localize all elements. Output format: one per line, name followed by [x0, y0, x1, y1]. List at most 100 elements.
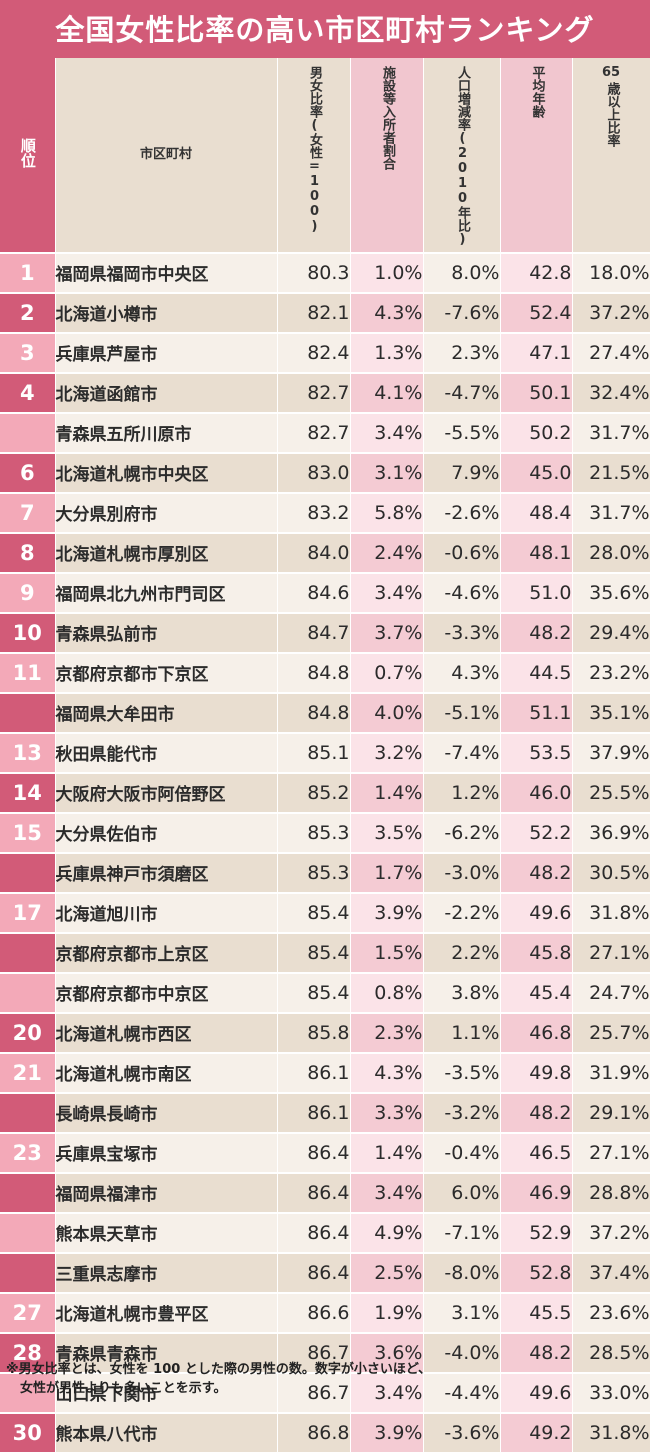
cell-rank — [0, 852, 56, 894]
page-title: 全国女性比率の高い市区町村ランキング — [0, 0, 650, 58]
cell-average-age: 47.1 — [500, 332, 573, 374]
header-over65-text: 歳以上比率 — [604, 81, 620, 147]
cell-facility-ratio: 3.2% — [350, 732, 424, 774]
cell-sex-ratio: 86.7 — [277, 1372, 351, 1414]
cell-facility-ratio: 3.4% — [350, 1172, 424, 1214]
cell-city: 福岡県北九州市門司区 — [55, 572, 278, 614]
table-row: 30 熊本県八代市 86.8 3.9% -3.6% 49.2 31.8% — [0, 1412, 650, 1454]
cell-over65-ratio: 21.5% — [572, 452, 650, 494]
cell-average-age: 52.4 — [500, 292, 573, 334]
table-row: 福岡県福津市 86.4 3.4% 6.0% 46.9 28.8% — [0, 1172, 650, 1214]
cell-facility-ratio: 1.0% — [350, 252, 424, 294]
cell-average-age: 46.5 — [500, 1132, 573, 1174]
cell-average-age: 46.0 — [500, 772, 573, 814]
cell-over65-ratio: 27.1% — [572, 1132, 650, 1174]
cell-over65-ratio: 25.5% — [572, 772, 650, 814]
cell-sex-ratio: 82.7 — [277, 412, 351, 454]
table-row: 4 北海道函館市 82.7 4.1% -4.7% 50.1 32.4% — [0, 372, 650, 414]
table-row: 京都府京都市中京区 85.4 0.8% 3.8% 45.4 24.7% — [0, 972, 650, 1014]
cell-sex-ratio: 86.8 — [277, 1412, 351, 1454]
cell-city: 福岡県福岡市中央区 — [55, 252, 278, 294]
ranking-table: 順位 市区町村 男女比率(女性=100) 施設等入所者割合 人口増減率(2010… — [0, 58, 650, 1454]
cell-rank: 10 — [0, 612, 56, 654]
header-over65-ratio: 65 歳以上比率 — [572, 58, 650, 254]
table-row: 京都府京都市上京区 85.4 1.5% 2.2% 45.8 27.1% — [0, 932, 650, 974]
table-row: 21 北海道札幌市南区 86.1 4.3% -3.5% 49.8 31.9% — [0, 1052, 650, 1094]
cell-over65-ratio: 24.7% — [572, 972, 650, 1014]
cell-over65-ratio: 32.4% — [572, 372, 650, 414]
cell-over65-ratio: 33.0% — [572, 1372, 650, 1414]
cell-city: 大分県別府市 — [55, 492, 278, 534]
table-row: 青森県五所川原市 82.7 3.4% -5.5% 50.2 31.7% — [0, 412, 650, 454]
cell-over65-ratio: 23.2% — [572, 652, 650, 694]
cell-city: 京都府京都市下京区 — [55, 652, 278, 694]
cell-population-change: -7.4% — [423, 732, 501, 774]
table-row: 10 青森県弘前市 84.7 3.7% -3.3% 48.2 29.4% — [0, 612, 650, 654]
cell-city: 北海道札幌市厚別区 — [55, 532, 278, 574]
cell-sex-ratio: 86.7 — [277, 1332, 351, 1374]
cell-average-age: 50.1 — [500, 372, 573, 414]
cell-average-age: 48.2 — [500, 1092, 573, 1134]
cell-over65-ratio: 35.1% — [572, 692, 650, 734]
cell-population-change: 8.0% — [423, 252, 501, 294]
cell-sex-ratio: 85.2 — [277, 772, 351, 814]
cell-rank — [0, 1092, 56, 1134]
cell-population-change: -4.7% — [423, 372, 501, 414]
cell-population-change: -3.5% — [423, 1052, 501, 1094]
cell-average-age: 46.8 — [500, 1012, 573, 1054]
cell-sex-ratio: 85.4 — [277, 932, 351, 974]
cell-average-age: 52.9 — [500, 1212, 573, 1254]
cell-facility-ratio: 1.9% — [350, 1292, 424, 1334]
cell-facility-ratio: 2.3% — [350, 1012, 424, 1054]
cell-population-change: 1.1% — [423, 1012, 501, 1054]
cell-sex-ratio: 82.7 — [277, 372, 351, 414]
cell-average-age: 51.1 — [500, 692, 573, 734]
table-row: 27 北海道札幌市豊平区 86.6 1.9% 3.1% 45.5 23.6% — [0, 1292, 650, 1334]
cell-rank — [0, 972, 56, 1014]
header-average-age: 平均年齢 — [500, 58, 573, 254]
cell-average-age: 49.6 — [500, 892, 573, 934]
cell-average-age: 48.2 — [500, 852, 573, 894]
table-row: 福岡県大牟田市 84.8 4.0% -5.1% 51.1 35.1% — [0, 692, 650, 734]
table-row: 三重県志摩市 86.4 2.5% -8.0% 52.8 37.4% — [0, 1252, 650, 1294]
cell-rank — [0, 1172, 56, 1214]
header-facility-ratio: 施設等入所者割合 — [350, 58, 424, 254]
cell-over65-ratio: 31.8% — [572, 892, 650, 934]
cell-facility-ratio: 4.3% — [350, 1052, 424, 1094]
footnote: ※男女比率とは、女性を 100 とした際の男性の数。数字が小さいほど、 女性が男… — [6, 1360, 646, 1398]
cell-city: 山口県下関市 — [55, 1372, 278, 1414]
cell-over65-ratio: 37.9% — [572, 732, 650, 774]
cell-rank: 4 — [0, 372, 56, 414]
cell-city: 青森県弘前市 — [55, 612, 278, 654]
cell-rank: 8 — [0, 532, 56, 574]
cell-sex-ratio: 82.1 — [277, 292, 351, 334]
cell-city: 熊本県天草市 — [55, 1212, 278, 1254]
cell-rank: 9 — [0, 572, 56, 614]
cell-average-age: 52.2 — [500, 812, 573, 854]
cell-over65-ratio: 27.4% — [572, 332, 650, 374]
cell-sex-ratio: 86.4 — [277, 1212, 351, 1254]
table-row: 20 北海道札幌市西区 85.8 2.3% 1.1% 46.8 25.7% — [0, 1012, 650, 1054]
cell-rank — [0, 1212, 56, 1254]
cell-facility-ratio: 3.9% — [350, 1412, 424, 1454]
cell-facility-ratio: 1.7% — [350, 852, 424, 894]
cell-facility-ratio: 1.4% — [350, 1132, 424, 1174]
cell-rank: 21 — [0, 1052, 56, 1094]
cell-sex-ratio: 85.8 — [277, 1012, 351, 1054]
cell-city: 熊本県八代市 — [55, 1412, 278, 1454]
cell-facility-ratio: 3.4% — [350, 572, 424, 614]
header-over65-number: 65 — [601, 65, 621, 80]
table-row: 28 青森県青森市 86.7 3.6% -4.0% 48.2 28.5% — [0, 1332, 650, 1374]
cell-over65-ratio: 37.2% — [572, 1212, 650, 1254]
table-row: 長崎県長崎市 86.1 3.3% -3.2% 48.2 29.1% — [0, 1092, 650, 1134]
cell-average-age: 48.2 — [500, 612, 573, 654]
cell-facility-ratio: 3.9% — [350, 892, 424, 934]
cell-sex-ratio: 85.1 — [277, 732, 351, 774]
cell-sex-ratio: 83.2 — [277, 492, 351, 534]
table-row: 兵庫県神戸市須磨区 85.3 1.7% -3.0% 48.2 30.5% — [0, 852, 650, 894]
cell-sex-ratio: 86.4 — [277, 1172, 351, 1214]
cell-over65-ratio: 30.5% — [572, 852, 650, 894]
cell-average-age: 45.8 — [500, 932, 573, 974]
cell-population-change: -3.0% — [423, 852, 501, 894]
cell-city: 北海道札幌市中央区 — [55, 452, 278, 494]
